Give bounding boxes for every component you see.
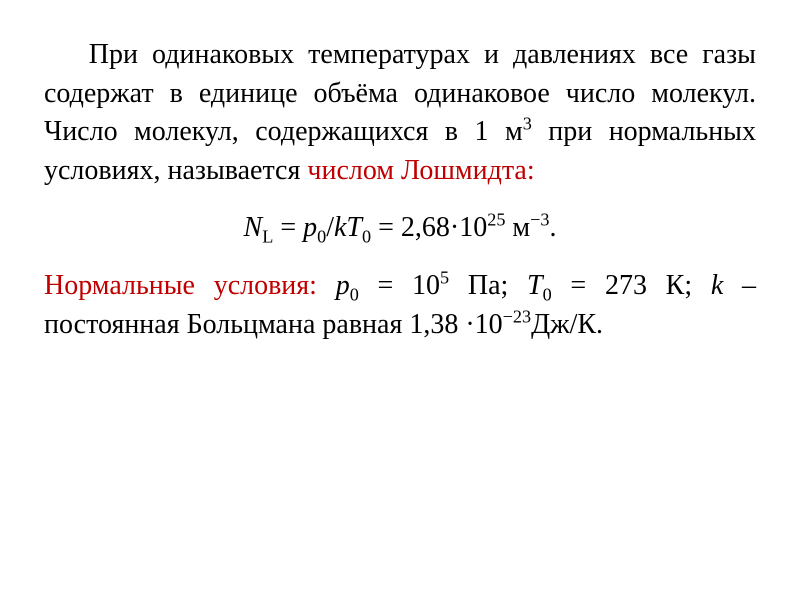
eq-2: = 2,68·10: [371, 212, 487, 243]
sub-0-2: 0: [362, 226, 371, 246]
sym-p2: p: [317, 270, 350, 301]
eq-1: =: [273, 212, 303, 243]
sub-0b: 0: [543, 285, 552, 305]
after-T: ;: [684, 270, 711, 301]
para1-exp3: 3: [523, 114, 532, 134]
sym-k: k: [334, 212, 346, 243]
paragraph-definition: При одинаковых температурах и давлениях …: [44, 36, 756, 191]
sub-L: L: [262, 226, 273, 246]
unit-m: м: [505, 212, 530, 243]
term-loschmidt: числом Лошмидта:: [307, 155, 534, 186]
sym-T2: T: [527, 270, 543, 301]
k-exp: −23: [503, 306, 531, 326]
sym-T: T: [346, 212, 362, 243]
slide: При одинаковых температурах и давлениях …: [0, 0, 800, 600]
formula-dot: .: [549, 212, 556, 243]
sym-N: N: [244, 212, 263, 243]
k-unit: Дж/К.: [531, 309, 603, 340]
sym-k2: k: [711, 270, 723, 301]
sub-0a: 0: [350, 285, 359, 305]
exp-neg3: −3: [530, 209, 549, 229]
sub-0-1: 0: [317, 226, 326, 246]
p-exp: 5: [440, 268, 449, 288]
conditions-label: Нормальные условия:: [44, 270, 317, 301]
T-val: = 273 К: [552, 270, 685, 301]
sym-p: p: [303, 212, 317, 243]
slash: /: [326, 212, 334, 243]
p-val: = 10: [359, 270, 440, 301]
formula-loschmidt: NL = p0/kT0 = 2,68·1025 м−3.: [44, 209, 756, 248]
p-unit: Па;: [449, 270, 527, 301]
paragraph-conditions: Нормальные условия: p0 = 105 Па; T0 = 27…: [44, 267, 756, 344]
exp-25: 25: [487, 209, 505, 229]
